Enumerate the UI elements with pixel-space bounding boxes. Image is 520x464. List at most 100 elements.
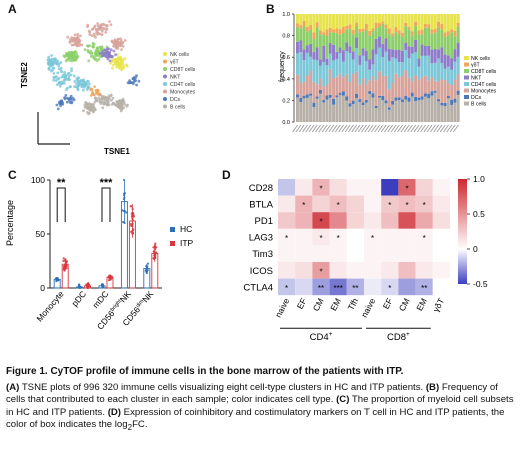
frequency-bar-segment: [381, 57, 385, 76]
frequency-bar-segment: [351, 59, 355, 74]
frequency-x-tick-label: [377, 124, 384, 133]
frequency-bar-segment: [312, 39, 316, 53]
tsne-point: [51, 68, 54, 72]
frequency-bar-segment: [430, 33, 434, 50]
frequency-legend-swatch: [464, 101, 469, 106]
heatmap-cell: [278, 228, 296, 246]
frequency-bar-segment: [410, 81, 414, 93]
frequency-bar-segment: [305, 75, 309, 95]
tsne-point: [135, 83, 139, 87]
tsne-point: [75, 82, 78, 86]
tsne-point: [113, 59, 117, 62]
myeloid-point: [131, 225, 134, 228]
frequency-bar-segment: [384, 38, 388, 52]
tsne-point: [117, 62, 121, 66]
frequency-bar-segment: [368, 91, 372, 94]
myeloid-x-tick-label: pDC: [70, 289, 89, 308]
tsne-point: [73, 38, 77, 42]
tsne-point: [68, 40, 72, 44]
tsne-point: [79, 79, 83, 83]
myeloid-point: [123, 196, 126, 199]
frequency-bar-segment: [446, 55, 450, 67]
tsne-point: [60, 80, 63, 84]
frequency-bar-segment: [450, 29, 454, 33]
frequency-x-tick-label: [344, 124, 351, 133]
tsne-point: [128, 81, 132, 84]
frequency-bar-segment: [325, 14, 329, 30]
heatmap-star: *: [319, 184, 322, 193]
frequency-x-tick-label: [403, 124, 410, 133]
caption-c-text: The proportion of myeloid cell subsets i…: [6, 394, 514, 418]
myeloid-legend-swatch: [170, 227, 175, 232]
tsne-point: [76, 41, 80, 45]
frequency-bar-segment: [341, 95, 345, 122]
frequency-bar-segment: [345, 96, 349, 101]
frequency-bar-segment: [443, 106, 447, 122]
frequency-bar-segment: [355, 26, 358, 38]
frequency-bar-segment: [456, 94, 460, 122]
tsne-point: [69, 73, 73, 77]
heatmap-cell: [312, 262, 330, 279]
frequency-bar-segment: [420, 99, 424, 122]
frequency-bar-segment: [423, 23, 427, 28]
frequency-bar-segment: [417, 14, 421, 31]
tsne-point: [63, 97, 67, 101]
tsne-point: [70, 43, 74, 47]
heatmap-row-label: Tim3: [252, 249, 273, 260]
tsne-point: [52, 78, 55, 82]
frequency-bar-segment: [384, 103, 388, 122]
tsne-point: [73, 53, 76, 56]
frequency-x-tick-label: [357, 124, 364, 133]
frequency-bar-segment: [400, 75, 404, 100]
myeloid-point: [85, 283, 88, 286]
frequency-bar-segment: [427, 80, 431, 94]
frequency-bar-segment: [374, 108, 378, 122]
heatmap-cell: [329, 278, 347, 296]
frequency-legend-item: CD8T cells: [471, 69, 497, 75]
frequency-bar-segment: [328, 94, 332, 98]
tsne-point: [53, 60, 56, 64]
frequency-bar-segment: [450, 99, 454, 105]
frequency-x-tick-label: [331, 124, 338, 133]
frequency-bar-segment: [302, 95, 306, 99]
frequency-bar-segment: [407, 97, 411, 102]
frequency-bar-segment: [440, 102, 444, 106]
marker-heatmap: * ** * * * *** * * * *** ** *** ** * ** CD28BTLAPD1LAG…: [243, 174, 487, 343]
frequency-y-tick-label: 0.0: [282, 120, 290, 126]
frequency-bar-segment: [378, 95, 381, 98]
myeloid-point: [122, 220, 125, 224]
frequency-bar-segment: [315, 96, 319, 99]
tsne-point: [105, 50, 109, 54]
tsne-point: [59, 104, 62, 108]
frequency-bar-segment: [341, 91, 345, 96]
frequency-x-tick-label: [397, 124, 403, 133]
tsne-point: [73, 33, 77, 37]
frequency-bar-segment: [328, 68, 332, 95]
frequency-bar-segment: [400, 102, 404, 122]
panel-c-letter: C: [8, 168, 17, 182]
frequency-bar-segment: [348, 14, 352, 25]
myeloid-point: [155, 251, 158, 254]
frequency-bar-segment: [453, 61, 457, 80]
frequency-bar-segment: [348, 28, 352, 47]
tsne-point: [58, 84, 62, 88]
panel-b-letter: B: [266, 2, 275, 16]
frequency-bar-segment: [400, 62, 404, 76]
frequency-bar-segment: [296, 97, 299, 122]
frequency-bar-segment: [345, 100, 349, 122]
frequency-bar-segment: [335, 97, 339, 122]
frequency-bar-segment: [309, 95, 313, 122]
caption-d-sub: 2: [127, 423, 133, 433]
frequency-bar-segment: [437, 21, 440, 28]
tsne-legend-item: CD4T cells: [170, 82, 196, 88]
heatmap-group-labels: CD4+ CD8+: [280, 327, 431, 343]
frequency-bar-segment: [374, 54, 378, 81]
frequency-x-tick-label: [308, 124, 315, 133]
heatmap-row-label: ICOS: [250, 266, 273, 277]
frequency-x-tick-label: [334, 124, 341, 133]
frequency-bar-segment: [414, 26, 418, 40]
frequency-bar-segment: [358, 99, 362, 103]
frequency-bar-segment: [433, 14, 437, 29]
frequency-bar-segment: [427, 45, 431, 56]
